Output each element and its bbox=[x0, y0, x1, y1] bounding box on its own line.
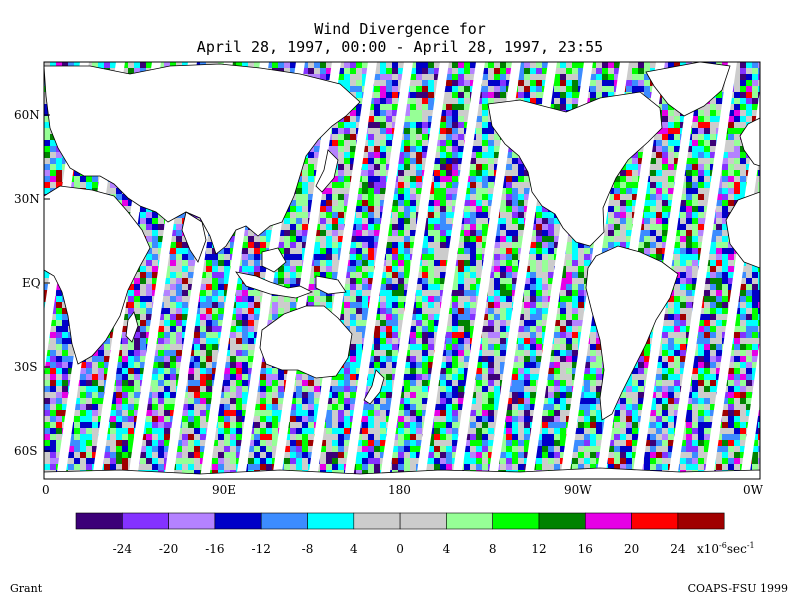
colorbar-tick-label: 4 bbox=[350, 542, 358, 556]
map-frame bbox=[43, 61, 761, 480]
latitude-labels: 60N 30N EQ 30S 60S bbox=[14, 108, 41, 458]
lat-label-30n: 30N bbox=[14, 192, 40, 206]
india-landmass bbox=[181, 211, 207, 263]
south-america-landmass bbox=[585, 245, 679, 421]
colorbar bbox=[75, 512, 725, 530]
colorbar-tick-label: 16 bbox=[578, 542, 593, 556]
colorbar-swatch bbox=[260, 512, 308, 530]
colorbar-swatch bbox=[214, 512, 262, 530]
chart-title-line2: April 28, 1997, 00:00 - April 28, 1997, … bbox=[196, 38, 604, 56]
lon-label-90e: 90E bbox=[212, 483, 236, 497]
western-europe-landmass bbox=[739, 117, 760, 167]
eurasia-landmass bbox=[44, 63, 361, 255]
lat-label-30s: 30S bbox=[14, 360, 38, 374]
colorbar-tick-label: -24 bbox=[113, 542, 133, 556]
colorbar-labels: -24 -20 -16 -12 -8 4 0 4 8 12 16 20 24 bbox=[113, 542, 686, 556]
author-credit: Grant bbox=[10, 582, 43, 595]
chart-title-line1: Wind Divergence for bbox=[314, 20, 486, 38]
colorbar-swatch bbox=[353, 512, 401, 530]
colorbar-swatch bbox=[75, 512, 123, 530]
colorbar-swatch bbox=[307, 512, 355, 530]
colorbar-tick-label: -16 bbox=[205, 542, 224, 556]
japan-landmass bbox=[315, 149, 339, 193]
colorbar-swatch bbox=[584, 512, 632, 530]
indonesia-landmass bbox=[235, 271, 313, 299]
colorbar-swatch bbox=[446, 512, 493, 530]
africa-wrap-landmass bbox=[725, 191, 760, 269]
colorbar-swatch bbox=[122, 512, 169, 530]
lat-tick-marks bbox=[44, 114, 50, 452]
colorbar-swatch bbox=[538, 512, 586, 530]
lat-label-60n: 60N bbox=[14, 108, 40, 122]
colorbar-units: x10-6sec-1 bbox=[697, 541, 755, 556]
antarctica-landmass bbox=[44, 467, 760, 479]
colorbar-swatch bbox=[677, 512, 725, 530]
borneo-landmass bbox=[261, 247, 287, 273]
colorbar-tick-label: 24 bbox=[670, 542, 686, 556]
organization-credit: COAPS-FSU 1999 bbox=[687, 582, 788, 595]
colorbar-tick-label: 4 bbox=[443, 542, 451, 556]
colorbar-swatch bbox=[399, 512, 447, 530]
greenland-landmass bbox=[645, 62, 731, 117]
longitude-labels: 0 90E 180 90W 0W bbox=[42, 483, 764, 497]
colorbar-tick-label: 12 bbox=[531, 542, 546, 556]
colorbar-tick-label: -8 bbox=[302, 542, 314, 556]
lat-label-eq: EQ bbox=[22, 276, 41, 290]
lat-label-60s: 60S bbox=[14, 444, 38, 458]
lon-label-180: 180 bbox=[388, 483, 411, 497]
colorbar-swatch bbox=[631, 512, 679, 530]
colorbar-tick-label: 20 bbox=[624, 542, 639, 556]
continents bbox=[44, 62, 760, 479]
lon-label-0: 0 bbox=[42, 483, 50, 497]
colorbar-tick-label: -20 bbox=[159, 542, 178, 556]
australia-landmass bbox=[259, 305, 353, 379]
colorbar-tick-label: 8 bbox=[489, 542, 497, 556]
colorbar-tick-label: -12 bbox=[252, 542, 271, 556]
lon-label-90w: 90W bbox=[564, 483, 592, 497]
lon-label-0w: 0W bbox=[743, 483, 764, 497]
colorbar-tick-label: 0 bbox=[396, 542, 404, 556]
new-zealand-landmass bbox=[363, 369, 385, 405]
new-guinea-landmass bbox=[315, 275, 347, 295]
colorbar-swatch bbox=[492, 512, 540, 530]
colorbar-swatch bbox=[168, 512, 216, 530]
madagascar-landmass bbox=[125, 311, 139, 343]
north-america-landmass bbox=[487, 91, 663, 247]
africa-landmass bbox=[44, 185, 151, 365]
